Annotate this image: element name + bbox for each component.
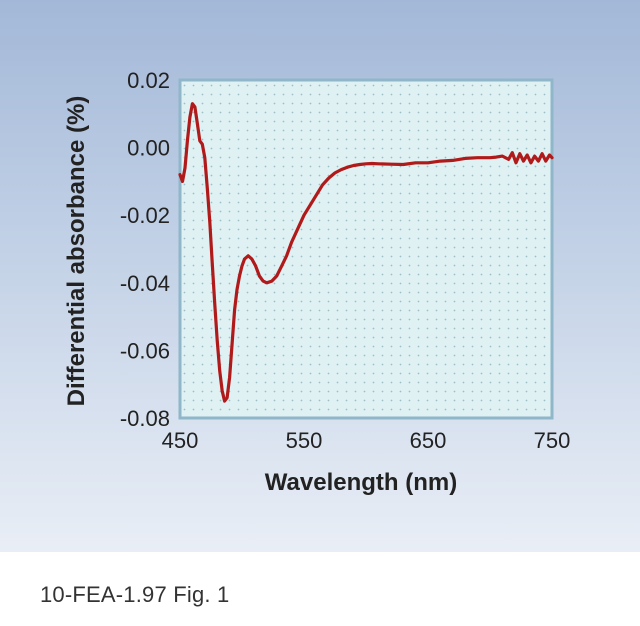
y-axis-ticks: 0.02 0.00 -0.02 -0.04 -0.06 -0.08 [120,68,170,431]
x-axis-ticks: 450 550 650 750 [162,428,571,453]
x-tick-label: 450 [162,428,199,453]
figure-panel: 0.02 0.00 -0.02 -0.04 -0.06 -0.08 450 550 650 75… [0,0,640,552]
x-axis-label: Wavelength (nm) [265,469,457,496]
y-tick-label: -0.02 [120,203,170,228]
y-tick-label: -0.06 [120,338,170,363]
x-tick-label: 650 [410,428,447,453]
y-tick-label: 0.00 [127,136,170,161]
x-tick-label: 550 [286,428,323,453]
y-axis-label: Differential absorbance (%) [63,96,90,407]
y-tick-label: 0.02 [127,68,170,93]
series-line [178,102,554,403]
x-tick-label: 750 [534,428,571,453]
y-tick-label: -0.04 [120,271,170,296]
plot-grid-dots [182,82,550,416]
y-tick-label: -0.08 [120,406,170,431]
absorbance-chart: 0.02 0.00 -0.02 -0.04 -0.06 -0.08 450 550 650 75… [63,68,571,496]
figure-caption: 10-FEA-1.97 Fig. 1 [40,582,230,607]
